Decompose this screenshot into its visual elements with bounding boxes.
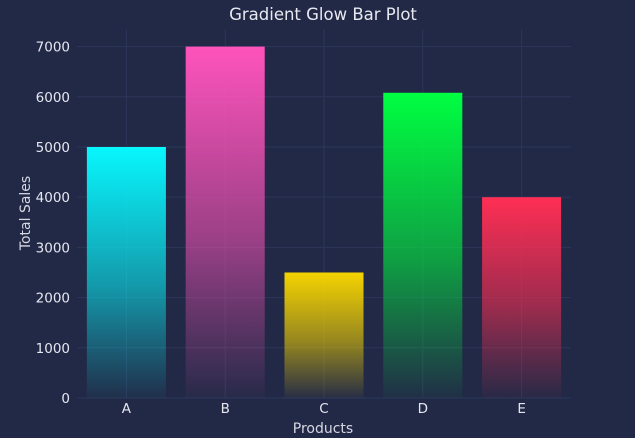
- y-tick-label: 1000: [36, 341, 70, 357]
- bar-E: [482, 197, 562, 398]
- bar-B: [185, 46, 265, 398]
- x-tick-label: E: [517, 401, 526, 417]
- x-axis-label: Products: [293, 421, 353, 437]
- bar-C: [284, 272, 364, 398]
- y-tick-label: 7000: [36, 40, 70, 56]
- y-axis-ticks: 0 1000 2000 3000 4000 5000 6000 7000: [36, 40, 70, 407]
- x-tick-label: C: [319, 401, 328, 417]
- y-tick-label: 4000: [36, 190, 70, 206]
- bars: [86, 46, 562, 398]
- x-tick-label: A: [122, 401, 132, 417]
- x-tick-label: D: [418, 401, 428, 417]
- y-tick-label: 6000: [36, 90, 70, 106]
- x-tick-label: B: [221, 401, 230, 417]
- bar-D: [383, 92, 463, 398]
- x-axis-ticks: A B C D E: [122, 401, 526, 417]
- y-tick-label: 5000: [36, 140, 70, 156]
- y-tick-label: 2000: [36, 291, 70, 307]
- y-tick-label: 0: [61, 391, 70, 407]
- y-axis-label: Total Sales: [18, 176, 34, 251]
- chart-title: Gradient Glow Bar Plot: [229, 5, 417, 24]
- bar-A: [86, 146, 166, 398]
- y-tick-label: 3000: [36, 240, 70, 256]
